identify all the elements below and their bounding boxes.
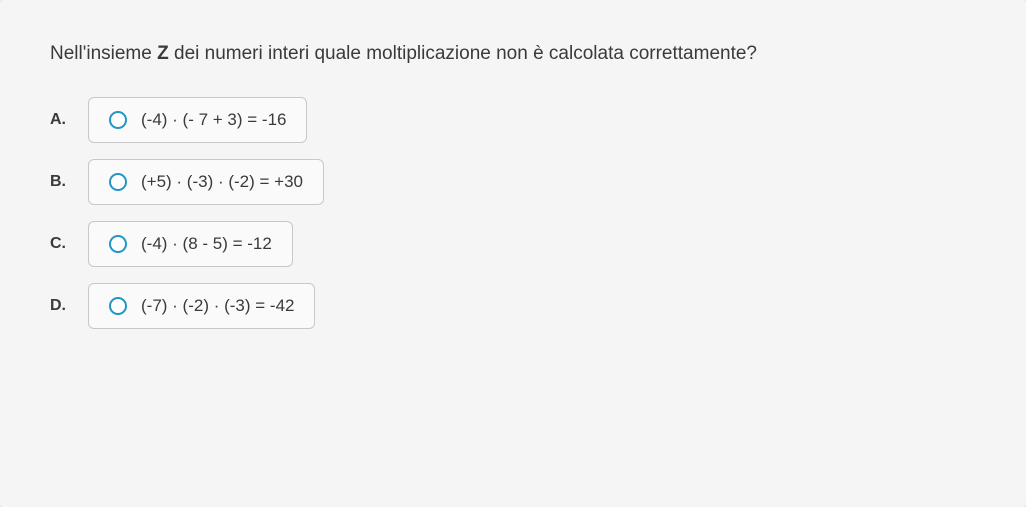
option-row-a: A. (-4) · (- 7 + 3) = -16 — [50, 97, 976, 143]
option-box-c[interactable]: (-4) · (8 - 5) = -12 — [88, 221, 293, 267]
quiz-container: Nell'insieme Z dei numeri interi quale m… — [0, 0, 1026, 507]
question-bold: Z — [157, 43, 169, 64]
option-letter: D. — [50, 297, 70, 315]
options-list: A. (-4) · (- 7 + 3) = -16 B. (+5) · (-3)… — [50, 97, 976, 329]
radio-icon[interactable] — [109, 297, 127, 315]
radio-icon[interactable] — [109, 111, 127, 129]
radio-icon[interactable] — [109, 173, 127, 191]
option-box-a[interactable]: (-4) · (- 7 + 3) = -16 — [88, 97, 307, 143]
question-text: Nell'insieme Z dei numeri interi quale m… — [50, 40, 976, 69]
option-text: (-4) · (- 7 + 3) = -16 — [141, 110, 286, 130]
option-letter: B. — [50, 173, 70, 191]
question-suffix: dei numeri interi quale moltiplicazione … — [169, 43, 757, 64]
option-row-b: B. (+5) · (-3) · (-2) = +30 — [50, 159, 976, 205]
option-box-b[interactable]: (+5) · (-3) · (-2) = +30 — [88, 159, 324, 205]
radio-icon[interactable] — [109, 235, 127, 253]
option-letter: A. — [50, 111, 70, 129]
option-text: (-4) · (8 - 5) = -12 — [141, 234, 272, 254]
question-prefix: Nell'insieme — [50, 43, 157, 64]
option-row-c: C. (-4) · (8 - 5) = -12 — [50, 221, 976, 267]
option-text: (+5) · (-3) · (-2) = +30 — [141, 172, 303, 192]
option-row-d: D. (-7) · (-2) · (-3) = -42 — [50, 283, 976, 329]
option-letter: C. — [50, 235, 70, 253]
option-text: (-7) · (-2) · (-3) = -42 — [141, 296, 294, 316]
option-box-d[interactable]: (-7) · (-2) · (-3) = -42 — [88, 283, 315, 329]
